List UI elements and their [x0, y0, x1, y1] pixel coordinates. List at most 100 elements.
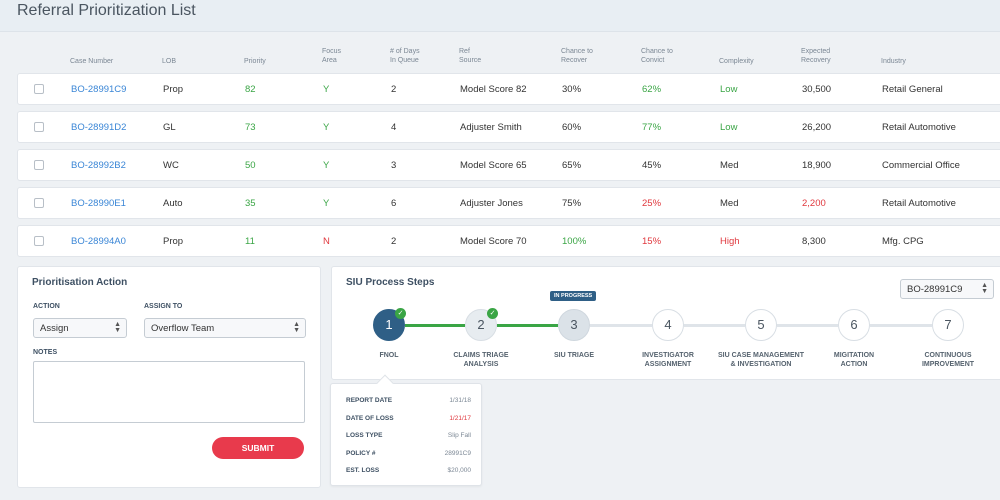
step-detail-popover: REPORT DATE 1/31/18 DATE OF LOSS 1/21/17 LOS…	[330, 374, 482, 486]
table-header: Case Number LOB Priority Focus Area # of Days…	[0, 44, 1000, 68]
cell-chance-recover: 30%	[562, 84, 582, 95]
check-icon: ✓	[487, 308, 498, 319]
step-connector	[777, 324, 838, 327]
column-header-focus-area[interactable]: Focus Area	[322, 48, 342, 64]
panel-title: Prioritisation Action	[32, 277, 128, 288]
table-row[interactable]: BO-28990E1 Auto 35 Y 6 Adjuster Jones 75% 25% Me…	[17, 187, 1000, 219]
cell-case-number[interactable]: BO-28992B2	[71, 160, 126, 171]
step-2-label: CLAIMS TRIAGE ANALYSIS	[453, 352, 509, 368]
table-row[interactable]: BO-28994A0 Prop 11 N 2 Model Score 70 100% 15% H…	[17, 225, 1000, 257]
cell-focus-area: Y	[323, 160, 330, 171]
step-connector	[497, 324, 558, 327]
table-row[interactable]: BO-28991D2 GL 73 Y 4 Adjuster Smith 60% 77% Low 2…	[17, 111, 1000, 143]
detail-row: DATE OF LOSS 1/21/17	[346, 415, 471, 422]
column-header-expected-recovery[interactable]: Expected Recovery	[801, 48, 831, 64]
step-4-circle[interactable]: 4	[652, 309, 684, 341]
row-checkbox[interactable]	[34, 122, 44, 132]
cell-chance-recover: 75%	[562, 198, 582, 209]
siu-panel-title: SIU Process Steps	[346, 277, 435, 288]
assign-to-select[interactable]: Overflow Team ▲ ▼	[144, 318, 306, 338]
table-row[interactable]: BO-28991C9 Prop 82 Y 2 Model Score 82 30% 62% Lo…	[17, 73, 1000, 105]
case-select-value: BO-28991C9	[907, 284, 963, 295]
cell-complexity: Low	[720, 84, 738, 95]
cell-priority: 35	[245, 198, 256, 209]
step-6-circle[interactable]: 6	[838, 309, 870, 341]
step-5-label: SIU CASE MANAGEMENT & INVESTIGATION	[718, 352, 804, 368]
column-header-case-number[interactable]: Case Number	[70, 58, 114, 65]
select-arrows-icon: ▲ ▼	[293, 321, 300, 334]
cell-priority: 11	[245, 236, 255, 247]
column-header-chance-recover[interactable]: Chance to Recover	[561, 48, 593, 64]
cell-ref-source: Model Score 82	[460, 84, 527, 95]
row-checkbox[interactable]	[34, 198, 44, 208]
step-connector	[684, 324, 745, 327]
cell-focus-area: N	[323, 236, 330, 247]
action-select[interactable]: Assign ▲ ▼	[33, 318, 127, 338]
table-row[interactable]: BO-28992B2 WC 50 Y 3 Model Score 65 65% 45% Med 1…	[17, 149, 1000, 181]
cell-industry: Retail Automotive	[882, 122, 956, 133]
cell-complexity: Low	[720, 122, 738, 133]
detail-value: 1/21/17	[449, 414, 471, 422]
in-progress-badge: IN PROGRESS	[550, 291, 597, 301]
select-arrows-icon: ▲ ▼	[981, 282, 988, 295]
step-3-label: SIU TRIAGE	[553, 352, 595, 359]
cell-days-in-queue: 4	[391, 122, 397, 133]
detail-row: LOSS TYPE Slip Fall	[346, 432, 471, 439]
cell-expected-recovery: 30,500	[802, 84, 832, 95]
action-label: ACTION	[33, 303, 60, 310]
step-connector	[870, 324, 932, 327]
cell-days-in-queue: 6	[391, 198, 397, 209]
detail-value: 1/31/18	[449, 397, 471, 404]
column-header-lob[interactable]: LOB	[162, 58, 177, 65]
column-header-complexity[interactable]: Complexity	[719, 58, 754, 65]
cell-chance-recover: 65%	[562, 160, 582, 171]
cell-lob: GL	[163, 122, 176, 133]
assign-to-label: ASSIGN TO	[144, 303, 183, 310]
step-1-label: FNOL	[379, 352, 399, 359]
cell-chance-convict: 15%	[642, 236, 662, 247]
row-checkbox[interactable]	[34, 160, 44, 170]
submit-button[interactable]: SUBMIT	[212, 437, 304, 459]
column-header-ref-source[interactable]: Ref Source	[459, 48, 482, 64]
cell-case-number[interactable]: BO-28991C9	[71, 84, 127, 95]
step-connector	[405, 324, 465, 327]
cell-days-in-queue: 2	[391, 84, 397, 95]
cell-days-in-queue: 3	[391, 160, 397, 171]
row-checkbox[interactable]	[34, 236, 44, 246]
column-header-industry[interactable]: Industry	[881, 58, 906, 65]
detail-key: REPORT DATE	[346, 397, 393, 404]
cell-expected-recovery: 2,200	[802, 198, 826, 209]
row-checkbox[interactable]	[34, 84, 44, 94]
cell-case-number[interactable]: BO-28990E1	[71, 198, 126, 209]
detail-value: $20,000	[447, 467, 472, 474]
step-3-circle[interactable]: 3	[558, 309, 590, 341]
step-4-label: INVESTIGATOR ASSIGNMENT	[642, 352, 694, 368]
cell-case-number[interactable]: BO-28991D2	[71, 122, 127, 133]
cell-lob: WC	[163, 160, 179, 171]
detail-key: EST. LOSS	[346, 467, 380, 474]
step-5-circle[interactable]: 5	[745, 309, 777, 341]
cell-ref-source: Model Score 70	[460, 236, 527, 247]
column-header-priority[interactable]: Priority	[244, 58, 266, 65]
step-7-circle[interactable]: 7	[932, 309, 964, 341]
cell-ref-source: Adjuster Jones	[460, 198, 523, 209]
detail-row: POLICY # 28991C9	[346, 450, 471, 457]
column-header-days-in-queue[interactable]: # of Days In Queue	[390, 48, 420, 64]
notes-textarea[interactable]	[33, 361, 305, 423]
column-header-chance-convict[interactable]: Chance to Convict	[641, 48, 673, 64]
action-select-value: Assign	[40, 323, 69, 334]
cell-case-number[interactable]: BO-28994A0	[71, 236, 126, 247]
cell-industry: Retail General	[882, 84, 943, 95]
select-arrows-icon: ▲ ▼	[114, 321, 121, 334]
cell-lob: Auto	[163, 198, 183, 209]
cell-industry: Mfg. CPG	[882, 236, 924, 247]
cell-chance-recover: 100%	[562, 236, 587, 247]
cell-expected-recovery: 8,300	[802, 236, 826, 247]
cell-focus-area: Y	[323, 84, 330, 95]
cell-chance-convict: 45%	[642, 160, 662, 171]
case-select[interactable]: BO-28991C9 ▲ ▼	[900, 279, 994, 299]
cell-industry: Retail Automotive	[882, 198, 956, 209]
cell-chance-convict: 25%	[642, 198, 662, 209]
cell-focus-area: Y	[323, 122, 330, 133]
step-6-label: MIGITATION ACTION	[833, 352, 875, 368]
